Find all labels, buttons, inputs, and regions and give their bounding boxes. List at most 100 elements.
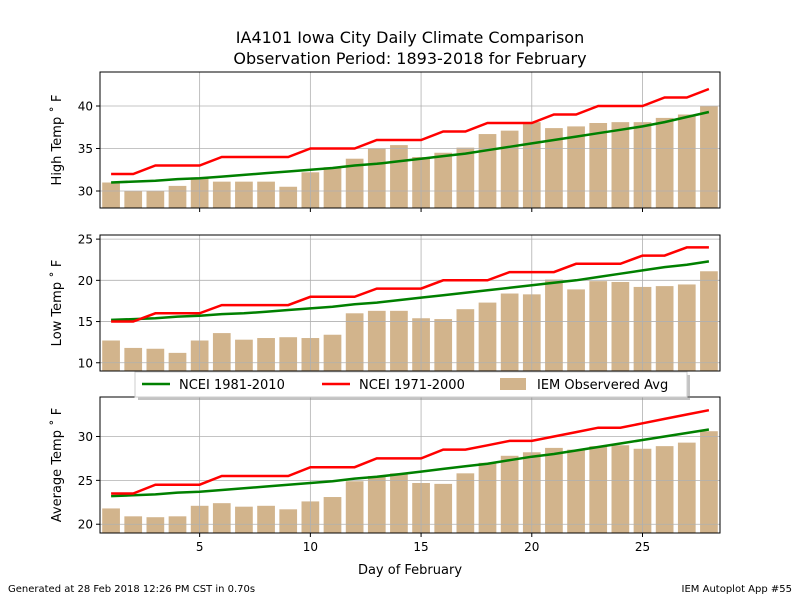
bar-day-19: [500, 455, 519, 533]
bar-day-28: [700, 106, 718, 208]
bar-day-6: [212, 503, 231, 533]
bar-day-3: [146, 517, 165, 533]
bar-day-12: [345, 481, 364, 533]
bar-day-13: [367, 475, 386, 533]
y-tick-label: 35: [78, 142, 93, 156]
y-tick-label: 40: [78, 100, 93, 114]
legend-label: IEM Observered Avg: [537, 378, 668, 393]
chart-panels: 30 35 40 High Temp ˚ F 10 15 20 25 Low Temp ˚ F 2…: [49, 71, 721, 554]
bar-day-14: [390, 145, 408, 208]
bar-day-16: [434, 319, 453, 371]
bar-day-4: [168, 352, 187, 371]
bar-day-17: [456, 147, 475, 208]
bar-day-6: [212, 333, 231, 371]
line-ncei-7100-panel-3: [111, 408, 710, 495]
x-tick-label: 10: [303, 540, 318, 554]
bar-day-11: [323, 167, 342, 208]
bar-day-18: [478, 302, 497, 371]
bar-day-11: [323, 497, 342, 533]
legend-label: NCEI 1981-2010: [179, 378, 285, 393]
bar-day-9: [279, 509, 298, 533]
bar-day-12: [345, 313, 364, 371]
bar-day-26: [655, 446, 674, 533]
bar-day-27: [677, 114, 696, 208]
bar-day-22: [567, 289, 585, 371]
bar-day-11: [323, 334, 342, 371]
panel-3: 20 25 30 5 10 15 20 25 Average Temp ˚ F: [49, 396, 721, 554]
bar-day-2: [124, 516, 143, 533]
bar-day-14: [390, 473, 408, 533]
bar-day-28: [700, 271, 718, 371]
bar-day-6: [212, 181, 231, 208]
bar-day-23: [589, 281, 608, 371]
y-tick-label: 15: [78, 315, 93, 329]
chart-legend: NCEI 1981-2010 NCEI 1971-2000 IEM Observer…: [134, 371, 690, 400]
bar-day-2: [124, 191, 143, 208]
bar-day-17: [456, 473, 475, 533]
grid-panel-3: [100, 397, 720, 533]
bar-day-14: [390, 310, 408, 371]
panel-1: 30 35 40 High Temp ˚ F: [49, 71, 721, 212]
footer-generated-note: Generated at 28 Feb 2018 12:26 PM CST in…: [8, 584, 256, 595]
line-ncei-8110-panel-2: [111, 260, 710, 322]
bar-day-16: [434, 152, 453, 208]
chart-title-line1: IA4101 Iowa City Daily Climate Compariso…: [236, 28, 584, 47]
line-ncei-8110-panel-1: [111, 110, 710, 184]
bar-day-2: [124, 347, 143, 371]
bar-day-1: [102, 340, 120, 371]
bar-day-28: [700, 431, 718, 533]
line-ncei-7100-panel-2: [111, 246, 709, 323]
x-tick-label: 15: [413, 540, 428, 554]
footer-app-id: IEM Autoplot App #55: [681, 584, 792, 595]
bar-day-21: [545, 128, 563, 208]
bar-day-16: [434, 483, 453, 533]
panel-2: 10 15 20 25 Low Temp ˚ F: [49, 233, 721, 375]
axes-frame: [99, 234, 721, 372]
x-tick-label: 25: [635, 540, 650, 554]
bar-day-18: [478, 134, 497, 208]
y-tick-label: 20: [78, 518, 93, 532]
bar-day-22: [567, 126, 585, 208]
y-tick-label: 30: [78, 185, 93, 199]
bar-day-19: [500, 293, 519, 371]
chart-title-line2: Observation Period: 1893-2018 for Februa…: [233, 49, 586, 68]
bar-day-13: [367, 310, 386, 371]
y-tick-label: 20: [78, 274, 93, 288]
bar-day-7: [235, 506, 253, 533]
bar-day-1: [102, 508, 120, 533]
bar-day-24: [611, 445, 630, 533]
y-axis-label-panel-2: Low Temp ˚ F: [49, 260, 65, 347]
x-axis-label: Day of February: [358, 563, 462, 578]
bar-day-9: [279, 186, 298, 208]
bar-day-23: [589, 446, 608, 533]
y-tick-label: 25: [78, 474, 93, 488]
bar-day-9: [279, 337, 298, 371]
bar-day-21: [545, 447, 563, 533]
x-tick-label: 20: [524, 540, 539, 554]
bar-day-1: [102, 182, 120, 208]
bar-day-27: [677, 284, 696, 371]
bar-day-8: [257, 181, 275, 208]
axes-frame: [99, 71, 721, 209]
line-ncei-8110-panel-3: [111, 428, 710, 498]
bars-panel-1: [102, 106, 718, 208]
legend-swatch-iem: [500, 378, 526, 390]
bar-day-8: [257, 505, 275, 533]
bar-day-24: [611, 281, 630, 371]
bar-day-22: [567, 449, 585, 533]
line-ncei-7100-panel-1: [111, 87, 710, 176]
bar-day-23: [589, 123, 608, 208]
y-tick-label: 30: [78, 430, 93, 444]
bar-day-4: [168, 185, 187, 208]
bar-day-7: [235, 181, 253, 208]
bar-day-24: [611, 122, 630, 208]
bar-day-26: [655, 117, 674, 208]
bar-day-12: [345, 158, 364, 208]
legend-box: [134, 371, 688, 398]
bar-day-4: [168, 516, 187, 533]
y-axis-label-panel-3: Average Temp ˚ F: [49, 408, 65, 522]
bar-day-21: [545, 279, 563, 371]
bar-day-27: [677, 442, 696, 533]
legend-label: NCEI 1971-2000: [359, 378, 465, 393]
